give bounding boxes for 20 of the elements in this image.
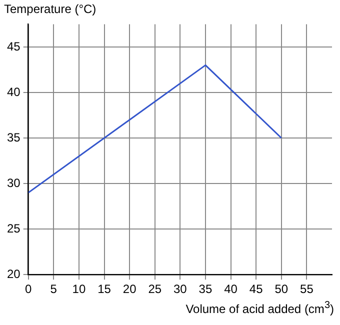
x-tick-label: 30 <box>173 282 188 296</box>
y-tick-label: 40 <box>6 84 21 99</box>
x-tick-label: 40 <box>224 282 238 296</box>
x-tick-label: 50 <box>274 282 288 296</box>
x-tick-label: 15 <box>98 282 112 296</box>
x-tick-label: 20 <box>122 282 137 296</box>
x-tick-label: 25 <box>148 282 162 296</box>
x-tick-label: 5 <box>50 282 58 296</box>
y-tick-label: 30 <box>6 176 21 190</box>
x-tick-label: 0 <box>25 282 32 296</box>
x-tick-label: 35 <box>198 282 212 296</box>
y-tick-label: 25 <box>6 221 21 236</box>
y-tick-label: 35 <box>6 130 21 144</box>
x-tick-label: 10 <box>72 282 86 296</box>
y-axis-title: Temperature (°C) <box>4 2 96 16</box>
x-axis-title: Volume of acid added (cm$^{3}$) <box>186 300 334 316</box>
x-tick-label: 45 <box>249 282 264 296</box>
y-tick-label: 45 <box>6 39 21 54</box>
y-tick-label: 20 <box>6 266 21 281</box>
x-tick-label: 55 <box>300 282 314 296</box>
